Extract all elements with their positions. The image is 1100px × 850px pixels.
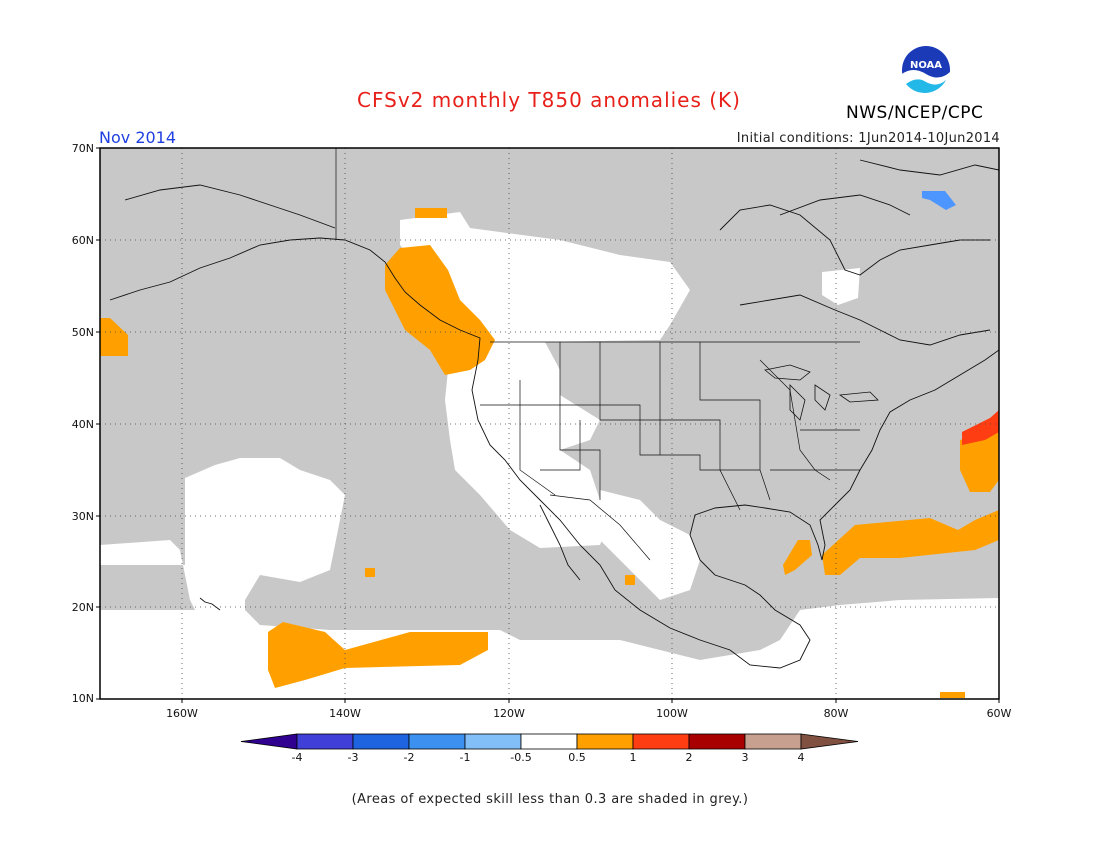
lat-label-70n: 70N xyxy=(71,142,94,155)
lon-label-60w: 60W xyxy=(986,707,1012,720)
colorbar-label: -4 xyxy=(291,751,303,764)
hawaii-south-warm-region xyxy=(268,622,488,688)
colorbar-cell-min xyxy=(240,733,298,750)
mexico-warm-speck xyxy=(625,575,635,585)
colorbar-cell xyxy=(296,733,354,750)
colorbar-label: 4 xyxy=(797,751,805,764)
lon-label-80w: 80W xyxy=(823,707,849,720)
colorbar-cell xyxy=(352,733,410,750)
lat-label-30n: 30N xyxy=(71,510,94,523)
coastlines xyxy=(109,159,999,669)
north-pacific-warm-patch xyxy=(100,318,128,356)
mexico-neutral-region xyxy=(600,490,700,600)
colorbar-cell xyxy=(744,733,802,750)
colorbar-label: 0.5 xyxy=(568,751,586,764)
pacific-warm-speck xyxy=(365,568,375,577)
noaa-logo: NOAA xyxy=(902,46,950,96)
colorbar-cell-max xyxy=(800,733,859,750)
colorbar-label: -0.5 xyxy=(510,751,532,764)
initial-conditions-label: Initial conditions: 1Jun2014-10Jun2014 xyxy=(736,131,1000,146)
lat-label-10n: 10N xyxy=(71,692,94,705)
warm-anomaly-regions xyxy=(100,208,999,698)
colorbar-cell xyxy=(520,733,578,750)
lon-label-140w: 140W xyxy=(329,707,361,720)
lon-label-100w: 100W xyxy=(656,707,688,720)
lat-label-40n: 40N xyxy=(71,418,94,431)
colorbar-label: -2 xyxy=(403,751,415,764)
canada-neutral-region xyxy=(400,212,690,342)
greenland-cool-patch xyxy=(922,191,956,210)
caribbean-warm-speck xyxy=(940,692,965,698)
colorbar-cell xyxy=(576,733,634,750)
colorbar-label: -1 xyxy=(459,751,471,764)
colorbar-cell xyxy=(464,733,522,750)
noaa-logo-text: NOAA xyxy=(910,60,942,71)
graticule xyxy=(100,148,999,699)
colorbar-label: -3 xyxy=(347,751,359,764)
colorbar-label: 3 xyxy=(741,751,749,764)
gulf-warm-patch xyxy=(783,540,812,575)
lon-label-160w: 160W xyxy=(166,707,198,720)
hudson-neutral-region xyxy=(822,268,860,305)
atlantic-strong-warm-patch xyxy=(962,410,999,445)
lat-label-50n: 50N xyxy=(71,326,94,339)
yukon-warm-patch xyxy=(415,208,447,218)
colorbar-label: 1 xyxy=(629,751,637,764)
colorbar-cell xyxy=(688,733,746,750)
skill-footnote: (Areas of expected skill less than 0.3 a… xyxy=(351,792,749,807)
great-lakes xyxy=(764,364,879,421)
gulf-stream-warm-region xyxy=(822,510,999,575)
colorbar-cell xyxy=(632,733,690,750)
colorbar-cell xyxy=(408,733,466,750)
political-borders xyxy=(335,148,860,561)
map-title: CFSv2 monthly T850 anomalies (K) xyxy=(357,88,741,112)
atlantic-east-warm-region xyxy=(960,430,999,492)
anomaly-map xyxy=(96,147,1000,703)
bc-coast-warm-region xyxy=(385,245,495,375)
lat-label-20n: 20N xyxy=(71,601,94,614)
colorbar-label: 2 xyxy=(685,751,693,764)
valid-month-label: Nov 2014 xyxy=(99,128,177,147)
lat-label-60n: 60N xyxy=(71,234,94,247)
subtropical-pacific-neutral-region xyxy=(100,458,345,620)
organization-label: NWS/NCEP/CPC xyxy=(846,103,984,123)
west-us-neutral-region xyxy=(445,342,610,548)
lon-label-120w: 120W xyxy=(493,707,525,720)
axis-ticks xyxy=(96,147,1000,703)
